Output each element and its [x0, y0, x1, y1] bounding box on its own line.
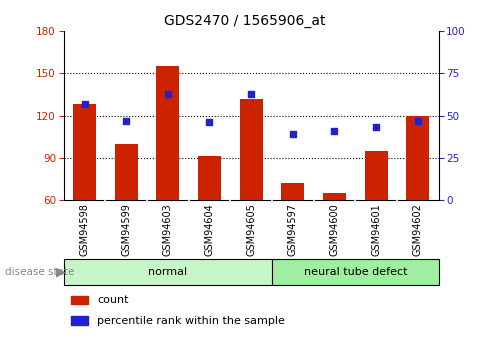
Point [206, 120, 214, 125]
Point [164, 91, 172, 96]
Text: percentile rank within the sample: percentile rank within the sample [98, 316, 285, 326]
Bar [115, 144, 138, 200]
Bar [71, 316, 88, 325]
Text: neural tube defect: neural tube defect [303, 267, 407, 277]
Text: GSM94605: GSM94605 [246, 203, 256, 256]
Point [289, 131, 297, 137]
Point [372, 125, 380, 130]
Text: GSM94603: GSM94603 [163, 203, 173, 256]
Bar [198, 156, 221, 200]
Point [414, 118, 422, 124]
Text: GSM94600: GSM94600 [329, 203, 340, 256]
Bar [240, 99, 263, 200]
Bar [73, 104, 96, 200]
Bar [281, 183, 304, 200]
Point [80, 101, 89, 107]
Bar [156, 66, 179, 200]
Text: normal: normal [148, 267, 187, 277]
Text: GSM94604: GSM94604 [204, 203, 215, 256]
Point [122, 118, 130, 124]
Bar [64, 259, 272, 285]
Text: ▶: ▶ [56, 265, 66, 278]
Text: GSM94601: GSM94601 [371, 203, 381, 256]
Text: GSM94597: GSM94597 [288, 203, 298, 256]
Bar [71, 296, 88, 304]
Bar [365, 151, 388, 200]
Bar [272, 259, 439, 285]
Text: count: count [98, 296, 129, 305]
Point [247, 91, 255, 96]
Text: GDS2470 / 1565906_at: GDS2470 / 1565906_at [164, 14, 326, 28]
Bar [323, 193, 346, 200]
Text: disease state: disease state [5, 267, 74, 277]
Bar [406, 116, 429, 200]
Text: GSM94599: GSM94599 [121, 203, 131, 256]
Point [331, 128, 339, 134]
Text: GSM94602: GSM94602 [413, 203, 423, 256]
Text: GSM94598: GSM94598 [79, 203, 90, 256]
